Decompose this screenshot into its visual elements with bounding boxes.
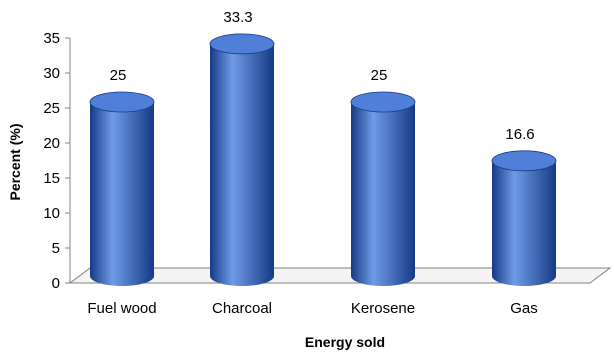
bar-top xyxy=(209,33,275,55)
bar-body xyxy=(492,160,556,286)
y-axis-title: Percent (%) xyxy=(7,123,23,200)
y-tick-label: 20 xyxy=(43,135,60,152)
x-axis-title: Energy sold xyxy=(305,334,385,350)
bar-body xyxy=(210,43,274,287)
y-tick-label: 5 xyxy=(52,240,60,257)
data-label: 16.6 xyxy=(505,126,534,143)
data-label: 25 xyxy=(371,67,388,84)
y-tick-label: 0 xyxy=(52,275,60,292)
bar-body xyxy=(90,102,154,286)
bar-gas xyxy=(491,150,557,286)
floor-plane xyxy=(68,267,612,284)
category-label: Charcoal xyxy=(212,300,272,317)
axes: 0 5 10 15 20 25 30 35 xyxy=(43,30,71,292)
bar-body xyxy=(351,102,415,286)
bar-kerosene xyxy=(350,91,416,286)
y-tick-label: 15 xyxy=(43,170,60,187)
labels: 25 Fuel wood 33.3 Charcoal 25 Kerosene 16.6 Gas xyxy=(87,9,537,317)
bar-top xyxy=(491,150,557,172)
data-label: 25 xyxy=(110,67,127,84)
bar-top xyxy=(89,91,155,113)
data-label: 33.3 xyxy=(223,9,252,26)
bar-top xyxy=(350,91,416,113)
y-tick-label: 35 xyxy=(43,30,60,47)
bar-charcoal xyxy=(209,33,275,287)
category-label: Kerosene xyxy=(351,300,415,317)
category-label: Fuel wood xyxy=(87,300,156,317)
y-tick-label: 25 xyxy=(43,100,60,117)
bar-fuel-wood xyxy=(89,91,155,286)
category-label: Gas xyxy=(510,300,538,317)
chart-floor xyxy=(68,267,612,284)
bars xyxy=(89,33,557,287)
y-tick-label: 30 xyxy=(43,65,60,82)
y-tick-label: 10 xyxy=(43,205,60,222)
